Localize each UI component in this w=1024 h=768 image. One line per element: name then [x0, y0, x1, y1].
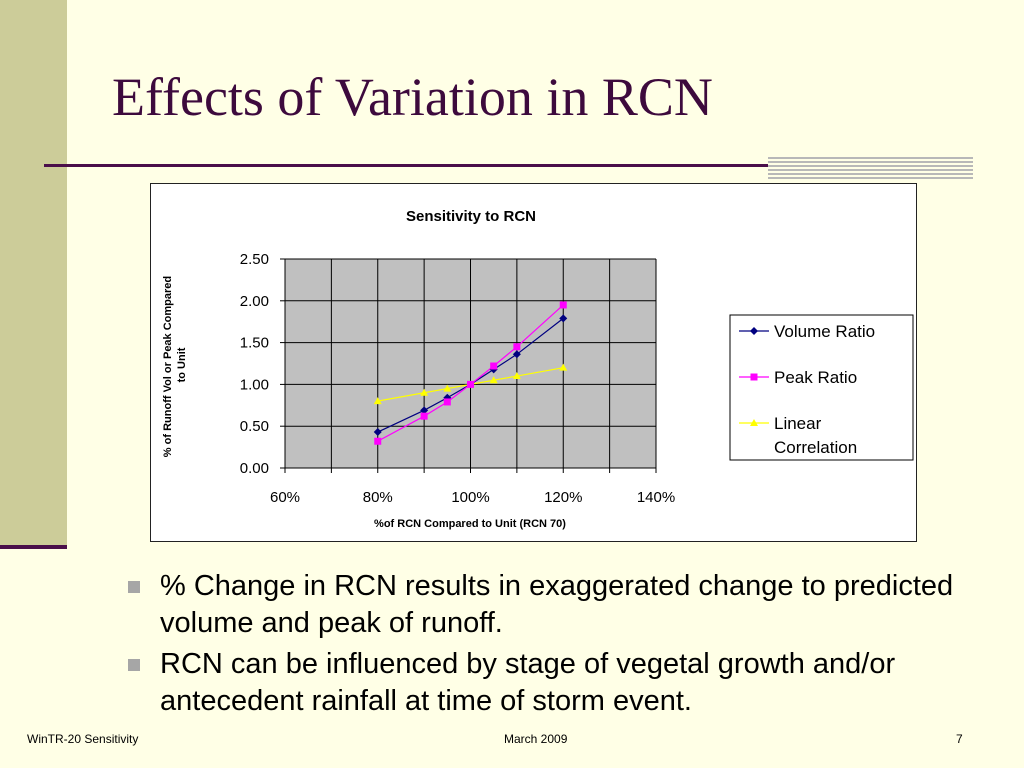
y-tick-label: 0.00: [240, 460, 269, 477]
title-rule: [44, 164, 772, 167]
data-point: [512, 350, 521, 359]
bullet-text: % Change in RCN results in exaggerated c…: [160, 570, 954, 639]
legend-marker: [750, 373, 758, 381]
legend-label: Correlation: [774, 438, 857, 457]
y-tick-label: 1.00: [240, 376, 269, 393]
data-point: [443, 398, 451, 406]
left-decor-line: [0, 545, 67, 549]
data-point: [373, 428, 382, 437]
chart-title: Sensitivity to RCN: [406, 208, 536, 225]
slide-title: Effects of Variation in RCN: [112, 67, 713, 127]
legend-label: Peak Ratio: [774, 368, 857, 387]
footer-date: March 2009: [504, 732, 568, 746]
bullet-item: % Change in RCN results in exaggerated c…: [124, 568, 964, 642]
data-point: [373, 397, 382, 405]
bullet-square-icon: [128, 581, 140, 593]
legend-box: [729, 314, 914, 461]
data-point: [489, 376, 498, 384]
y-tick-label: 2.00: [240, 293, 269, 310]
y-tick-label: 0.50: [240, 418, 269, 435]
bullet-text: RCN can be influenced by stage of vegeta…: [160, 648, 896, 717]
x-tick-label: 120%: [544, 489, 582, 506]
footer-left: WinTR-20 Sensitivity: [27, 732, 139, 746]
data-point: [420, 388, 429, 396]
x-tick-label: 80%: [363, 489, 393, 506]
x-tick-label: 140%: [637, 489, 675, 506]
data-point: [420, 406, 429, 415]
legend-marker: [750, 419, 758, 426]
data-point: [559, 314, 568, 323]
data-point: [420, 412, 428, 420]
legend-label: Linear: [774, 414, 822, 433]
chart-container: Sensitivity to RCN %of RCN Compared to U…: [150, 183, 917, 542]
data-point: [374, 437, 382, 445]
bullet-square-icon: [128, 659, 140, 671]
data-point: [443, 384, 452, 392]
slide-number: 7: [956, 732, 963, 746]
left-decor-bar: [0, 0, 67, 545]
y-axis-label: % of Runoff Vol or Peak Compared to Unit: [162, 273, 188, 457]
chart-svg: Sensitivity to RCN %of RCN Compared to U…: [162, 208, 914, 530]
legend-label: Volume Ratio: [774, 322, 875, 341]
y-tick-label: 1.50: [240, 335, 269, 352]
title-stripes: [768, 157, 973, 179]
data-point: [559, 301, 567, 309]
data-point: [512, 372, 521, 380]
x-tick-label: 100%: [451, 489, 489, 506]
x-tick-label: 60%: [270, 489, 300, 506]
bullet-list: % Change in RCN results in exaggerated c…: [124, 568, 964, 724]
data-point: [559, 363, 568, 371]
data-point: [490, 362, 498, 370]
data-point: [513, 343, 521, 351]
bullet-item: RCN can be influenced by stage of vegeta…: [124, 646, 964, 720]
data-point: [467, 380, 474, 388]
x-axis-label: %of RCN Compared to Unit (RCN 70): [374, 518, 566, 530]
legend-marker: [750, 327, 758, 335]
y-tick-label: 2.50: [240, 251, 269, 268]
